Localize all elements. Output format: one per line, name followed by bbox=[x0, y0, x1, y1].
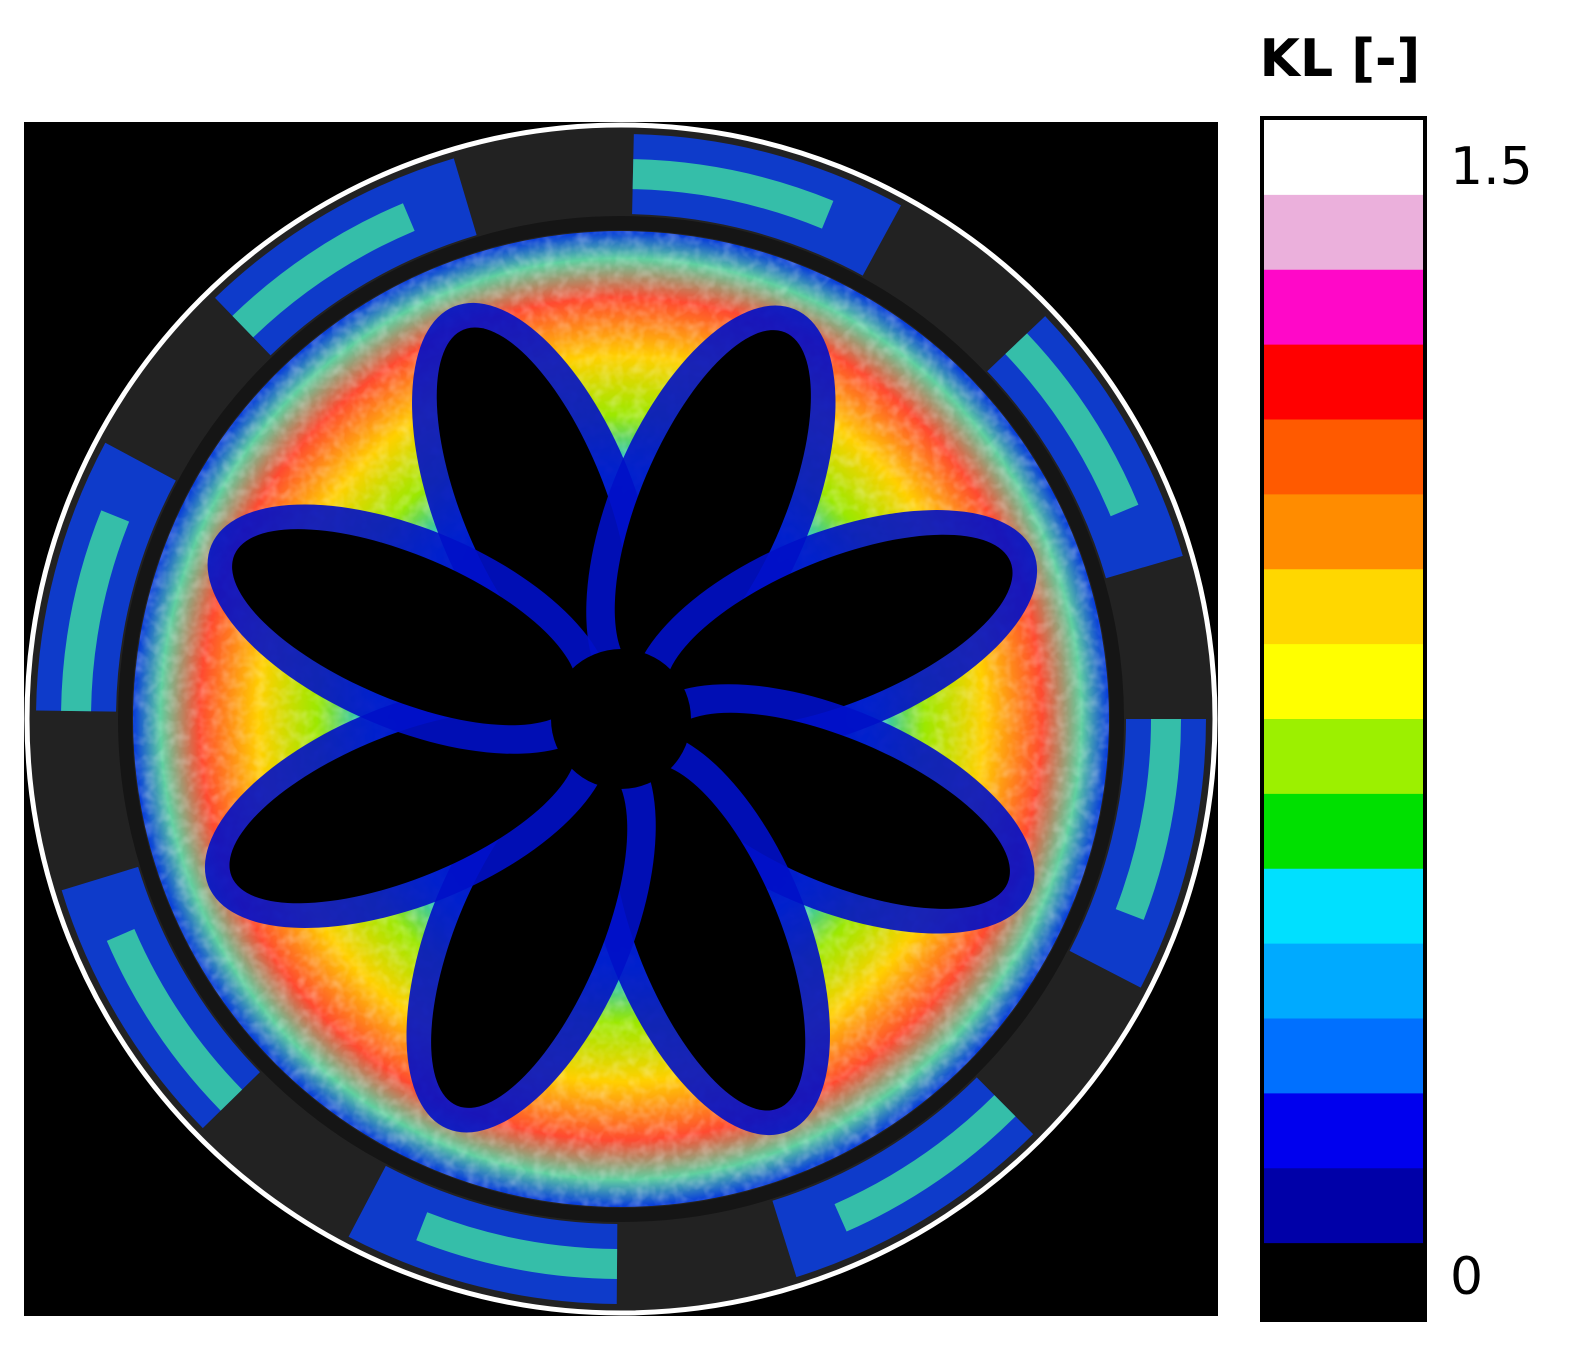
colorbar-band bbox=[1264, 344, 1423, 420]
colorbar-title: KL [-] bbox=[1260, 29, 1421, 89]
colorbar-band bbox=[1264, 644, 1423, 720]
colorbar-band bbox=[1264, 120, 1423, 196]
colorbar-band bbox=[1264, 194, 1423, 271]
petal bbox=[630, 684, 1035, 934]
gap-ring bbox=[118, 216, 1124, 1222]
petal-core bbox=[436, 327, 630, 675]
petal-core bbox=[232, 529, 578, 726]
petals bbox=[204, 302, 1038, 1136]
colorbar bbox=[1264, 120, 1423, 1319]
petal-core bbox=[614, 330, 811, 676]
colorbar-band bbox=[1264, 943, 1423, 1019]
petal bbox=[586, 305, 836, 710]
colorbar-band bbox=[1264, 1168, 1423, 1244]
colorbar-band bbox=[1264, 868, 1423, 945]
colorbar-band bbox=[1264, 419, 1423, 495]
petal-core bbox=[612, 763, 806, 1111]
center bbox=[551, 649, 691, 789]
colorbar-band bbox=[1264, 1018, 1423, 1094]
petal-core bbox=[229, 710, 577, 904]
colorbar-band bbox=[1264, 494, 1423, 570]
colorbar-min-label: 0 bbox=[1450, 1247, 1483, 1307]
colorbar-frame bbox=[1260, 116, 1427, 1322]
colorbar-band bbox=[1264, 1243, 1423, 1319]
colorbar-band bbox=[1264, 719, 1423, 795]
colorbar-max-label: 1.5 bbox=[1450, 137, 1533, 197]
colorbar-band bbox=[1264, 269, 1423, 346]
petal bbox=[207, 504, 612, 754]
colorbar-band bbox=[1264, 569, 1423, 645]
petal-core bbox=[431, 762, 628, 1108]
petal-core bbox=[664, 712, 1010, 909]
colorbar-band bbox=[1264, 1093, 1423, 1169]
colorbar-band bbox=[1264, 793, 1423, 870]
outer-deposit-core bbox=[61, 159, 1181, 1279]
petal bbox=[406, 728, 656, 1133]
petal-core bbox=[665, 534, 1013, 728]
